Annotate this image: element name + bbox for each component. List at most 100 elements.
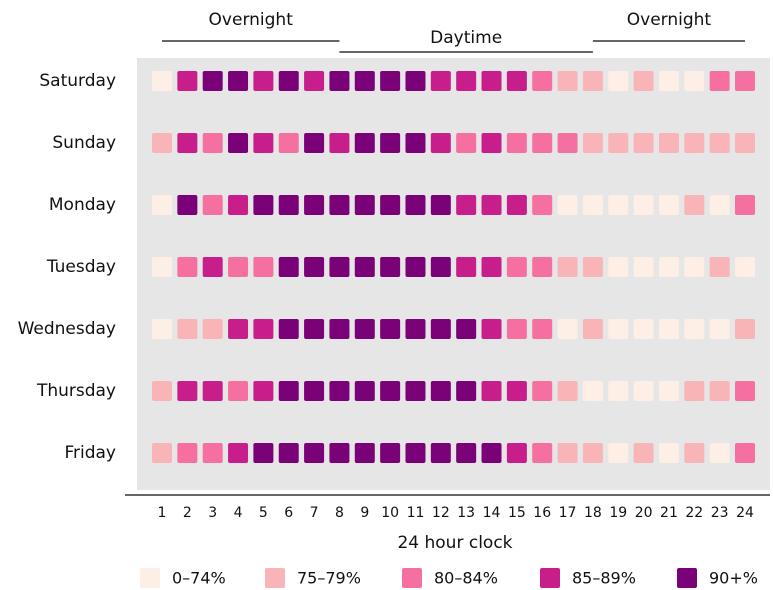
cell [354,195,375,215]
cell [481,319,502,339]
cell [608,443,629,463]
cell [278,195,299,215]
cell [202,319,223,339]
x-tick-label: 13 [457,505,475,521]
x-tick-label: 6 [284,505,293,521]
cell [329,195,350,215]
x-tick-label: 1 [158,505,167,521]
cell [405,443,426,463]
cell [608,381,629,401]
x-tick-label: 16 [533,505,551,521]
cell [709,133,730,153]
legend-label: 85–89% [572,569,636,588]
y-tick-label: Tuesday [46,257,116,277]
cell [735,133,755,153]
cell [177,381,198,401]
cell [253,195,274,215]
x-tick-label: 17 [559,505,577,521]
period-label: Overnight [209,10,294,30]
cell [557,257,578,277]
cell [278,257,299,277]
cell [380,195,401,215]
cell [380,443,401,463]
legend-label: 80–84% [434,569,498,588]
cell [405,381,426,401]
legend-swatch [402,568,422,588]
x-tick-label: 9 [360,505,369,521]
cell [684,443,705,463]
cell [658,195,679,215]
cell [557,133,578,153]
cell [709,319,730,339]
cell [278,443,299,463]
legend-swatch [265,568,285,588]
cell [177,195,198,215]
cell [582,195,603,215]
cell [304,381,325,401]
cell [329,443,350,463]
cell [228,319,249,339]
x-tick-label: 3 [208,505,217,521]
cell [582,133,603,153]
cell [633,257,654,277]
x-tick-label: 7 [310,505,319,521]
cell [177,443,198,463]
cell [304,195,325,215]
cell [684,71,705,91]
cell [633,71,654,91]
x-tick-label: 10 [381,505,399,521]
cell [405,257,426,277]
cell [633,443,654,463]
cell [557,195,578,215]
y-tick-label: Sunday [52,133,116,153]
cell [405,71,426,91]
cell [228,71,249,91]
cell [304,71,325,91]
cell [658,133,679,153]
cell [532,133,553,153]
cell [582,71,603,91]
cell [329,381,350,401]
x-tick-label: 12 [432,505,450,521]
cell [506,381,527,401]
cell [380,381,401,401]
cell [456,443,477,463]
x-tick-label: 22 [685,505,703,521]
cell [354,133,375,153]
cell [253,381,274,401]
cell [405,195,426,215]
cell [380,257,401,277]
cell [456,133,477,153]
x-tick-label: 14 [483,505,501,521]
cell [228,133,249,153]
cell [304,319,325,339]
cell [278,133,299,153]
cell [608,257,629,277]
cell [532,195,553,215]
x-tick-label: 11 [407,505,425,521]
cell [532,443,553,463]
cell [329,257,350,277]
cell [253,257,274,277]
cell [735,71,755,91]
cell [633,133,654,153]
legend-swatch [540,568,560,588]
cell [430,257,451,277]
cell [658,257,679,277]
cell [506,257,527,277]
legend-swatch [140,568,160,588]
cell [481,133,502,153]
cell [608,319,629,339]
y-tick-label: Saturday [39,71,116,91]
x-tick-label: 5 [259,505,268,521]
cell [735,195,755,215]
x-tick-label: 8 [335,505,344,521]
cell [202,133,223,153]
cell [152,71,172,91]
cell [202,71,223,91]
cell [557,71,578,91]
cell [177,257,198,277]
x-tick-label: 4 [234,505,243,521]
cell [228,195,249,215]
